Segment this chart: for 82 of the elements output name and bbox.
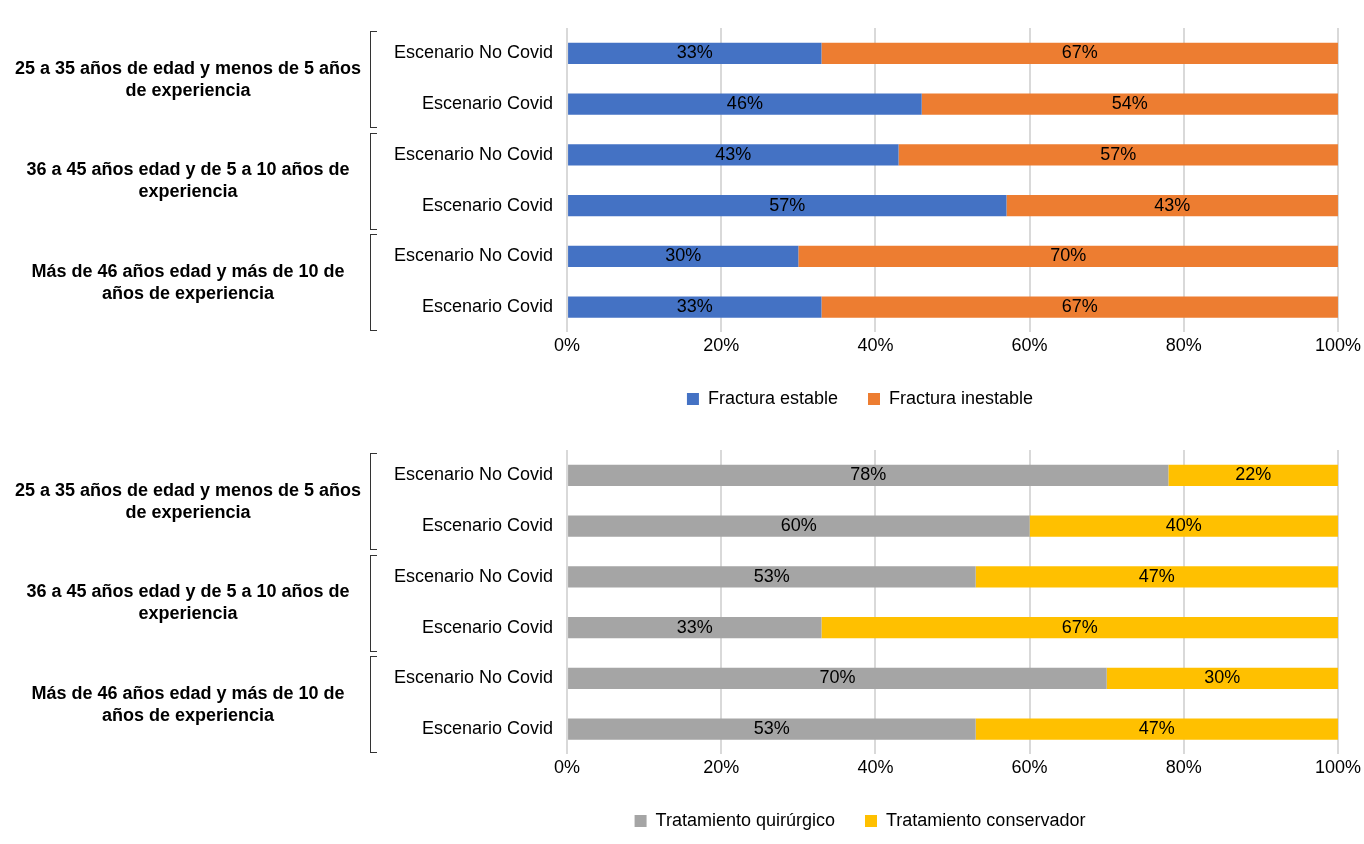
text: 36 a 45 años edad y de 5 a 10 años de experiencia: [25, 580, 351, 625]
data-label: 43%: [715, 143, 752, 164]
y-tick-label: Escenario Covid: [422, 194, 554, 215]
bar: [1168, 464, 1338, 487]
bar: [568, 566, 976, 588]
bar: [568, 245, 799, 267]
y-tick-label: Escenario No Covid: [394, 464, 554, 485]
data-label: 67%: [1061, 616, 1098, 637]
x-tick-label: 40%: [857, 335, 894, 356]
data-label: 60%: [780, 515, 817, 536]
x-tick-label: 0%: [554, 335, 581, 356]
bar: [568, 194, 1007, 217]
data-label: 30%: [665, 245, 702, 266]
x-tick-label: 100%: [1314, 757, 1361, 778]
bar: [898, 144, 1338, 166]
data-label: 57%: [1100, 143, 1137, 164]
bar: [568, 42, 822, 65]
data-label: 43%: [1154, 194, 1191, 215]
bar: [1106, 667, 1338, 689]
x-tick-label: 20%: [703, 757, 740, 778]
data-label: 70%: [1050, 245, 1087, 266]
bar: [975, 566, 1338, 588]
y-tick-label: Escenario Covid: [422, 93, 554, 114]
bar: [568, 718, 976, 740]
data-label: 53%: [753, 565, 790, 586]
y-tick-label: Escenario No Covid: [394, 565, 554, 586]
data-label: 54%: [1111, 93, 1148, 114]
y-tick-label: Escenario Covid: [422, 296, 554, 316]
data-label: 70%: [819, 667, 856, 688]
data-label: 57%: [769, 194, 806, 215]
data-label: 40%: [1165, 515, 1202, 536]
text: 36 a 45 años edad y de 5 a 10 años de experiencia: [25, 158, 351, 203]
data-label: 22%: [1235, 464, 1272, 485]
x-tick-label: 40%: [857, 757, 894, 778]
text: Más de 46 años edad y más de 10 de años de experiencia: [30, 681, 346, 726]
x-tick-label: 80%: [1165, 335, 1202, 356]
legend-label: Tratamiento quirúrgico: [655, 809, 835, 830]
bar: [1006, 194, 1338, 217]
y-tick-label: Escenario Covid: [422, 515, 554, 536]
legend-label: Fractura inestable: [889, 387, 1034, 408]
bar: [821, 296, 1338, 318]
legend-label: Fractura estable: [707, 387, 838, 408]
data-label: 67%: [1061, 296, 1098, 316]
x-tick-label: 80%: [1165, 757, 1202, 778]
bar: [821, 616, 1338, 639]
x-tick-label: 60%: [1011, 757, 1048, 778]
data-label: 78%: [850, 464, 887, 485]
x-tick-label: 100%: [1314, 335, 1361, 356]
data-label: 33%: [676, 616, 713, 637]
bar: [1029, 515, 1338, 537]
y-tick-label: Escenario Covid: [422, 718, 554, 738]
x-tick-label: 20%: [703, 335, 740, 356]
bar: [821, 42, 1338, 65]
bar: [568, 296, 822, 318]
bar: [568, 464, 1169, 487]
text: 25 a 35 años de edad y menos de 5 años de experiencia: [13, 56, 363, 101]
bar: [568, 616, 822, 639]
bar: [568, 667, 1107, 689]
data-label: 33%: [676, 296, 713, 316]
bar: [568, 144, 899, 166]
data-label: 46%: [726, 93, 763, 114]
y-tick-label: Escenario No Covid: [394, 667, 554, 688]
text: Más de 46 años edad y más de 10 de años de experiencia: [30, 259, 346, 304]
legend-label: Tratamiento conservador: [885, 809, 1086, 830]
bar: [568, 515, 1030, 537]
text: 25 a 35 años de edad y menos de 5 años de experiencia: [13, 478, 363, 523]
data-label: 47%: [1138, 565, 1175, 586]
data-label: 33%: [676, 42, 713, 63]
data-label: 67%: [1061, 42, 1098, 63]
x-tick-label: 60%: [1011, 335, 1048, 356]
y-tick-label: Escenario No Covid: [394, 245, 554, 266]
x-tick-label: 0%: [554, 757, 581, 778]
y-tick-label: Escenario No Covid: [394, 143, 554, 164]
bar: [568, 93, 922, 115]
bar: [921, 93, 1338, 115]
bar: [798, 245, 1338, 267]
data-label: 53%: [753, 718, 790, 738]
data-label: 30%: [1204, 667, 1241, 688]
bar: [975, 718, 1338, 740]
y-tick-label: Escenario No Covid: [394, 42, 554, 63]
y-tick-label: Escenario Covid: [422, 616, 554, 637]
data-label: 47%: [1138, 718, 1175, 738]
